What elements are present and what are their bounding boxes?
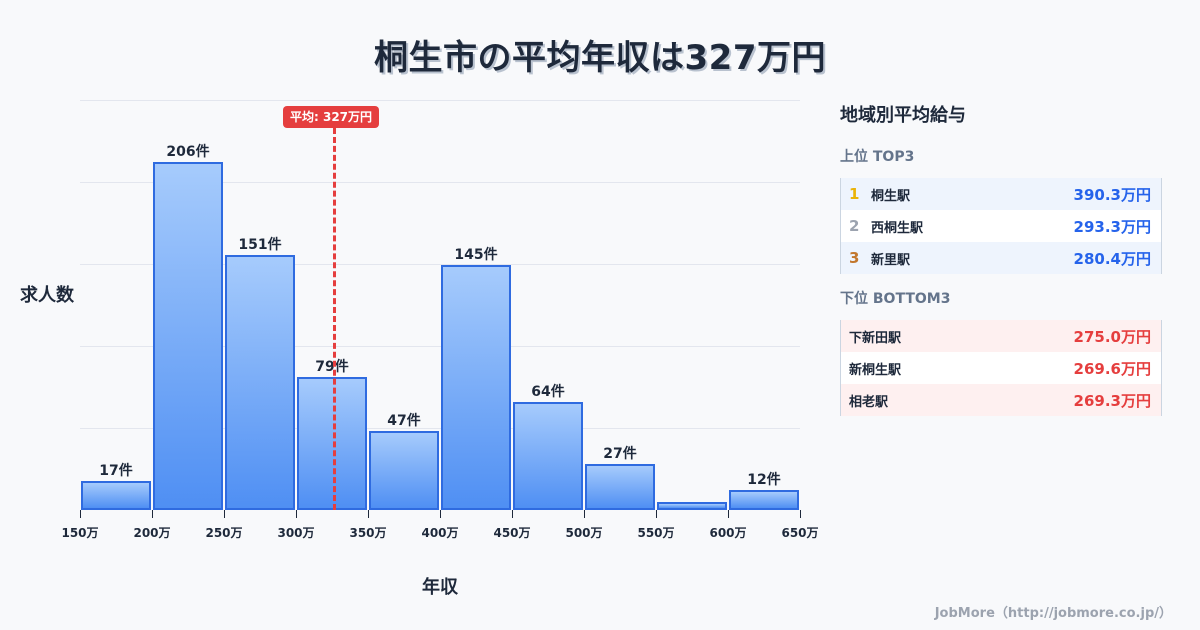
station-name: 西桐生駅 bbox=[871, 220, 924, 236]
list-item: 下新田駅 275.0万円 bbox=[841, 320, 1161, 352]
gridline bbox=[80, 182, 800, 183]
station-name: 下新田駅 bbox=[849, 330, 902, 346]
list-item: 3 新里駅 280.4万円 bbox=[841, 242, 1161, 274]
x-tick-label: 650万 bbox=[781, 526, 819, 540]
x-tick-label: 150万 bbox=[61, 526, 99, 540]
list-item: 新桐生駅 269.6万円 bbox=[841, 352, 1161, 384]
histogram-bar bbox=[297, 376, 367, 510]
histogram-bar bbox=[729, 489, 799, 510]
salary-value: 390.3万円 bbox=[1073, 185, 1151, 204]
salary-value: 269.3万円 bbox=[1073, 391, 1151, 410]
x-tick bbox=[367, 510, 369, 518]
rank-number: 2 bbox=[849, 217, 860, 235]
histogram-bar bbox=[81, 481, 151, 510]
histogram-bar bbox=[225, 254, 295, 510]
bar-value-label: 47件 bbox=[387, 412, 421, 429]
x-tick-label: 550万 bbox=[637, 526, 675, 540]
bar-value-label: 27件 bbox=[603, 446, 637, 463]
x-tick-label: 450万 bbox=[493, 526, 531, 540]
bar-value-label: 12件 bbox=[747, 471, 781, 488]
gridline bbox=[80, 100, 800, 101]
source-credit: JobMore（http://jobmore.co.jp/） bbox=[934, 606, 1172, 621]
x-tick bbox=[727, 510, 729, 518]
station-name: 桐生駅 bbox=[871, 188, 911, 204]
mean-badge: 平均: 327万円 bbox=[283, 106, 380, 128]
x-tick-label: 600万 bbox=[709, 526, 747, 540]
station-name: 新里駅 bbox=[871, 252, 911, 268]
station-name: 相老駅 bbox=[849, 394, 889, 410]
x-tick-label: 350万 bbox=[349, 526, 387, 540]
x-tick-label: 400万 bbox=[421, 526, 459, 540]
histogram-bar bbox=[657, 501, 727, 510]
histogram-bar bbox=[513, 401, 583, 510]
bar-value-label: 64件 bbox=[531, 383, 565, 400]
rank-number: 1 bbox=[849, 185, 860, 203]
panel-title: 地域別平均給与 bbox=[840, 105, 966, 126]
salary-value: 293.3万円 bbox=[1073, 217, 1151, 236]
x-tick-label: 500万 bbox=[565, 526, 603, 540]
page-title: 桐生市の平均年収は327万円 bbox=[374, 38, 826, 78]
histogram-bar bbox=[369, 430, 439, 510]
x-tick bbox=[151, 510, 153, 518]
histogram-bar bbox=[153, 162, 223, 510]
histogram-bar bbox=[585, 464, 655, 510]
salary-value: 275.0万円 bbox=[1073, 327, 1151, 346]
salary-value: 280.4万円 bbox=[1073, 249, 1151, 268]
x-tick-label: 200万 bbox=[133, 526, 171, 540]
y-axis-label: 求人数 bbox=[20, 285, 74, 306]
x-tick bbox=[799, 510, 801, 518]
bar-value-label: 145件 bbox=[454, 247, 498, 264]
bar-value-label: 206件 bbox=[166, 144, 210, 160]
gridline bbox=[80, 264, 800, 265]
list-item: 1 桐生駅 390.3万円 bbox=[841, 178, 1161, 210]
x-tick bbox=[511, 510, 513, 518]
station-name: 新桐生駅 bbox=[849, 362, 902, 378]
top-ranking-list: 1 桐生駅 390.3万円 2 西桐生駅 293.3万円 3 新里駅 280.4… bbox=[840, 178, 1162, 274]
x-tick bbox=[439, 510, 441, 518]
histogram-chart: 17件 206件 151件 79件 47件 145件 64件 27件 12件 150万 200万 2… bbox=[20, 100, 819, 598]
list-item: 2 西桐生駅 293.3万円 bbox=[841, 210, 1161, 242]
mean-line bbox=[333, 128, 337, 510]
bottom-ranking-list: 下新田駅 275.0万円 新桐生駅 269.6万円 相老駅 269.3万円 bbox=[840, 320, 1162, 416]
gridline bbox=[80, 428, 800, 429]
x-tick-label: 250万 bbox=[205, 526, 243, 540]
x-tick bbox=[583, 510, 585, 518]
bottom-section-title: 下位 BOTTOM3 bbox=[840, 291, 951, 307]
histogram-bar bbox=[441, 265, 511, 510]
salary-value: 269.6万円 bbox=[1073, 359, 1151, 378]
x-axis-label: 年収 bbox=[422, 577, 458, 598]
regional-salary-panel: 地域別平均給与 上位 TOP3 1 桐生駅 390.3万円 2 西桐生駅 293… bbox=[840, 100, 1162, 416]
gridline bbox=[80, 346, 800, 347]
top-section-title: 上位 TOP3 bbox=[840, 149, 915, 165]
bar-value-label: 17件 bbox=[99, 463, 133, 480]
list-item: 相老駅 269.3万円 bbox=[841, 384, 1161, 416]
x-tick bbox=[295, 510, 297, 518]
bar-value-label: 79件 bbox=[315, 358, 349, 375]
x-tick bbox=[223, 510, 225, 518]
rank-number: 3 bbox=[849, 249, 860, 267]
x-tick bbox=[655, 510, 657, 518]
x-tick-label: 300万 bbox=[277, 526, 315, 540]
bar-value-label: 151件 bbox=[238, 236, 282, 253]
x-tick bbox=[79, 510, 81, 518]
